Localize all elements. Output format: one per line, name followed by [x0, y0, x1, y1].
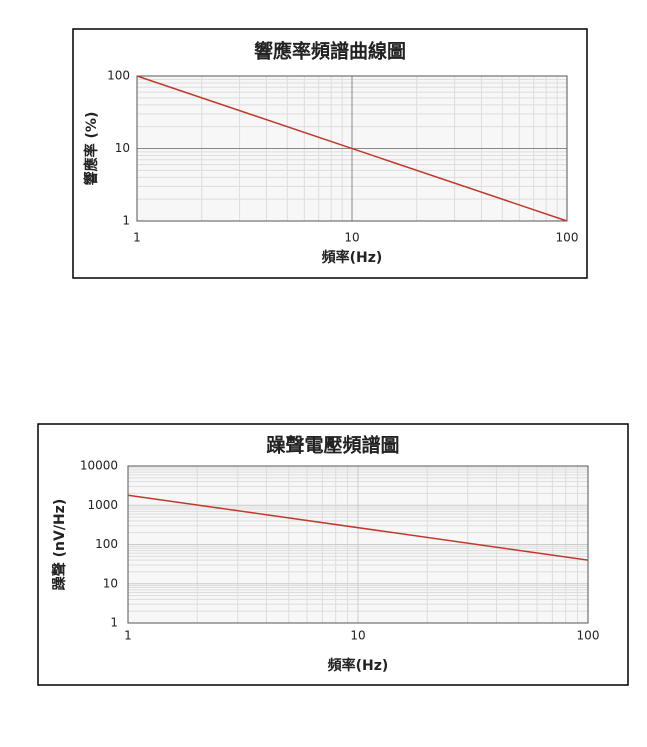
y-tick-label: 1000 — [87, 498, 118, 512]
x-tick-label: 100 — [556, 231, 579, 245]
y-tick-label: 10 — [115, 141, 130, 155]
y-axis-label: 躁聲 (nV/Hz) — [51, 499, 68, 590]
x-tick-label: 1 — [124, 629, 132, 643]
x-tick-label: 100 — [577, 629, 600, 643]
line — [127, 494, 589, 561]
y-tick-label: 10 — [103, 576, 118, 590]
plot-border — [136, 75, 568, 222]
x-axis-label: 頻率(Hz) — [328, 657, 389, 674]
y-tick-label: 1 — [110, 616, 118, 630]
y-tick-label: 100 — [95, 537, 118, 551]
x-tick-label: 10 — [344, 231, 359, 245]
chart-title: 響應率頻譜曲線圖 — [254, 40, 406, 63]
x-tick-label: 10 — [350, 629, 365, 643]
x-axis-label: 頻率(Hz) — [322, 249, 383, 266]
y-tick-label: 10000 — [80, 459, 118, 473]
y-tick-label: 1 — [122, 214, 130, 228]
y-tick-label: 100 — [107, 69, 130, 83]
line — [136, 75, 568, 222]
plot-border — [127, 465, 589, 624]
chart-title: 躁聲電壓頻譜圖 — [266, 434, 399, 457]
y-axis-label: 響應率 (%) — [83, 112, 100, 186]
x-tick-label: 1 — [133, 231, 141, 245]
